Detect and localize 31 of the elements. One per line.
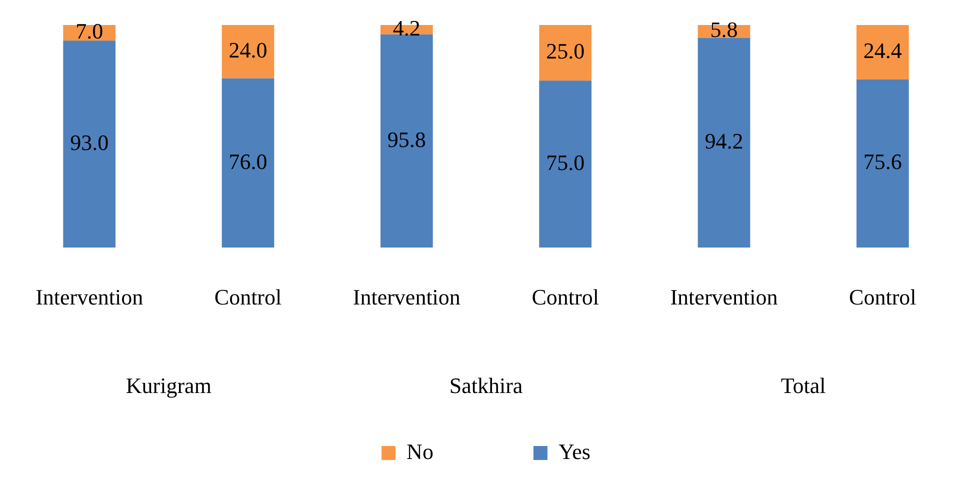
text: Kurigram	[126, 372, 212, 398]
data-label: 5.8	[710, 17, 738, 42]
x-tick-label: Control	[532, 284, 599, 310]
data-label: 75.6	[863, 149, 902, 174]
x-tick-label: Control	[214, 284, 282, 310]
bar	[222, 78, 274, 248]
data-label: 7.0	[76, 18, 104, 44]
text: Total	[780, 372, 826, 398]
x-tick-label: Intervention	[36, 284, 144, 310]
data-label: 93.0	[70, 130, 109, 155]
data-label: 95.8	[387, 126, 426, 152]
legend-label: No	[406, 438, 434, 464]
data-label: 75.0	[546, 150, 585, 175]
data-label: 24.0	[228, 37, 268, 62]
x-tick-label: Intervention	[352, 284, 460, 310]
text: Satkhira	[449, 372, 523, 398]
bar	[539, 25, 592, 81]
data-label: 76.0	[228, 148, 268, 174]
data-label: 24.4	[863, 38, 902, 63]
bar	[856, 79, 909, 248]
bar	[856, 25, 909, 80]
x-tick-label: Intervention	[670, 284, 778, 310]
data-label: 25.0	[546, 38, 585, 64]
bar	[539, 80, 592, 248]
bar	[222, 25, 274, 78]
legend-label: Yes	[558, 438, 590, 464]
data-label: 94.2	[704, 128, 744, 154]
bar	[380, 34, 433, 248]
x-tick-label: Control	[849, 284, 916, 310]
bar	[698, 38, 750, 248]
bar	[63, 40, 116, 248]
